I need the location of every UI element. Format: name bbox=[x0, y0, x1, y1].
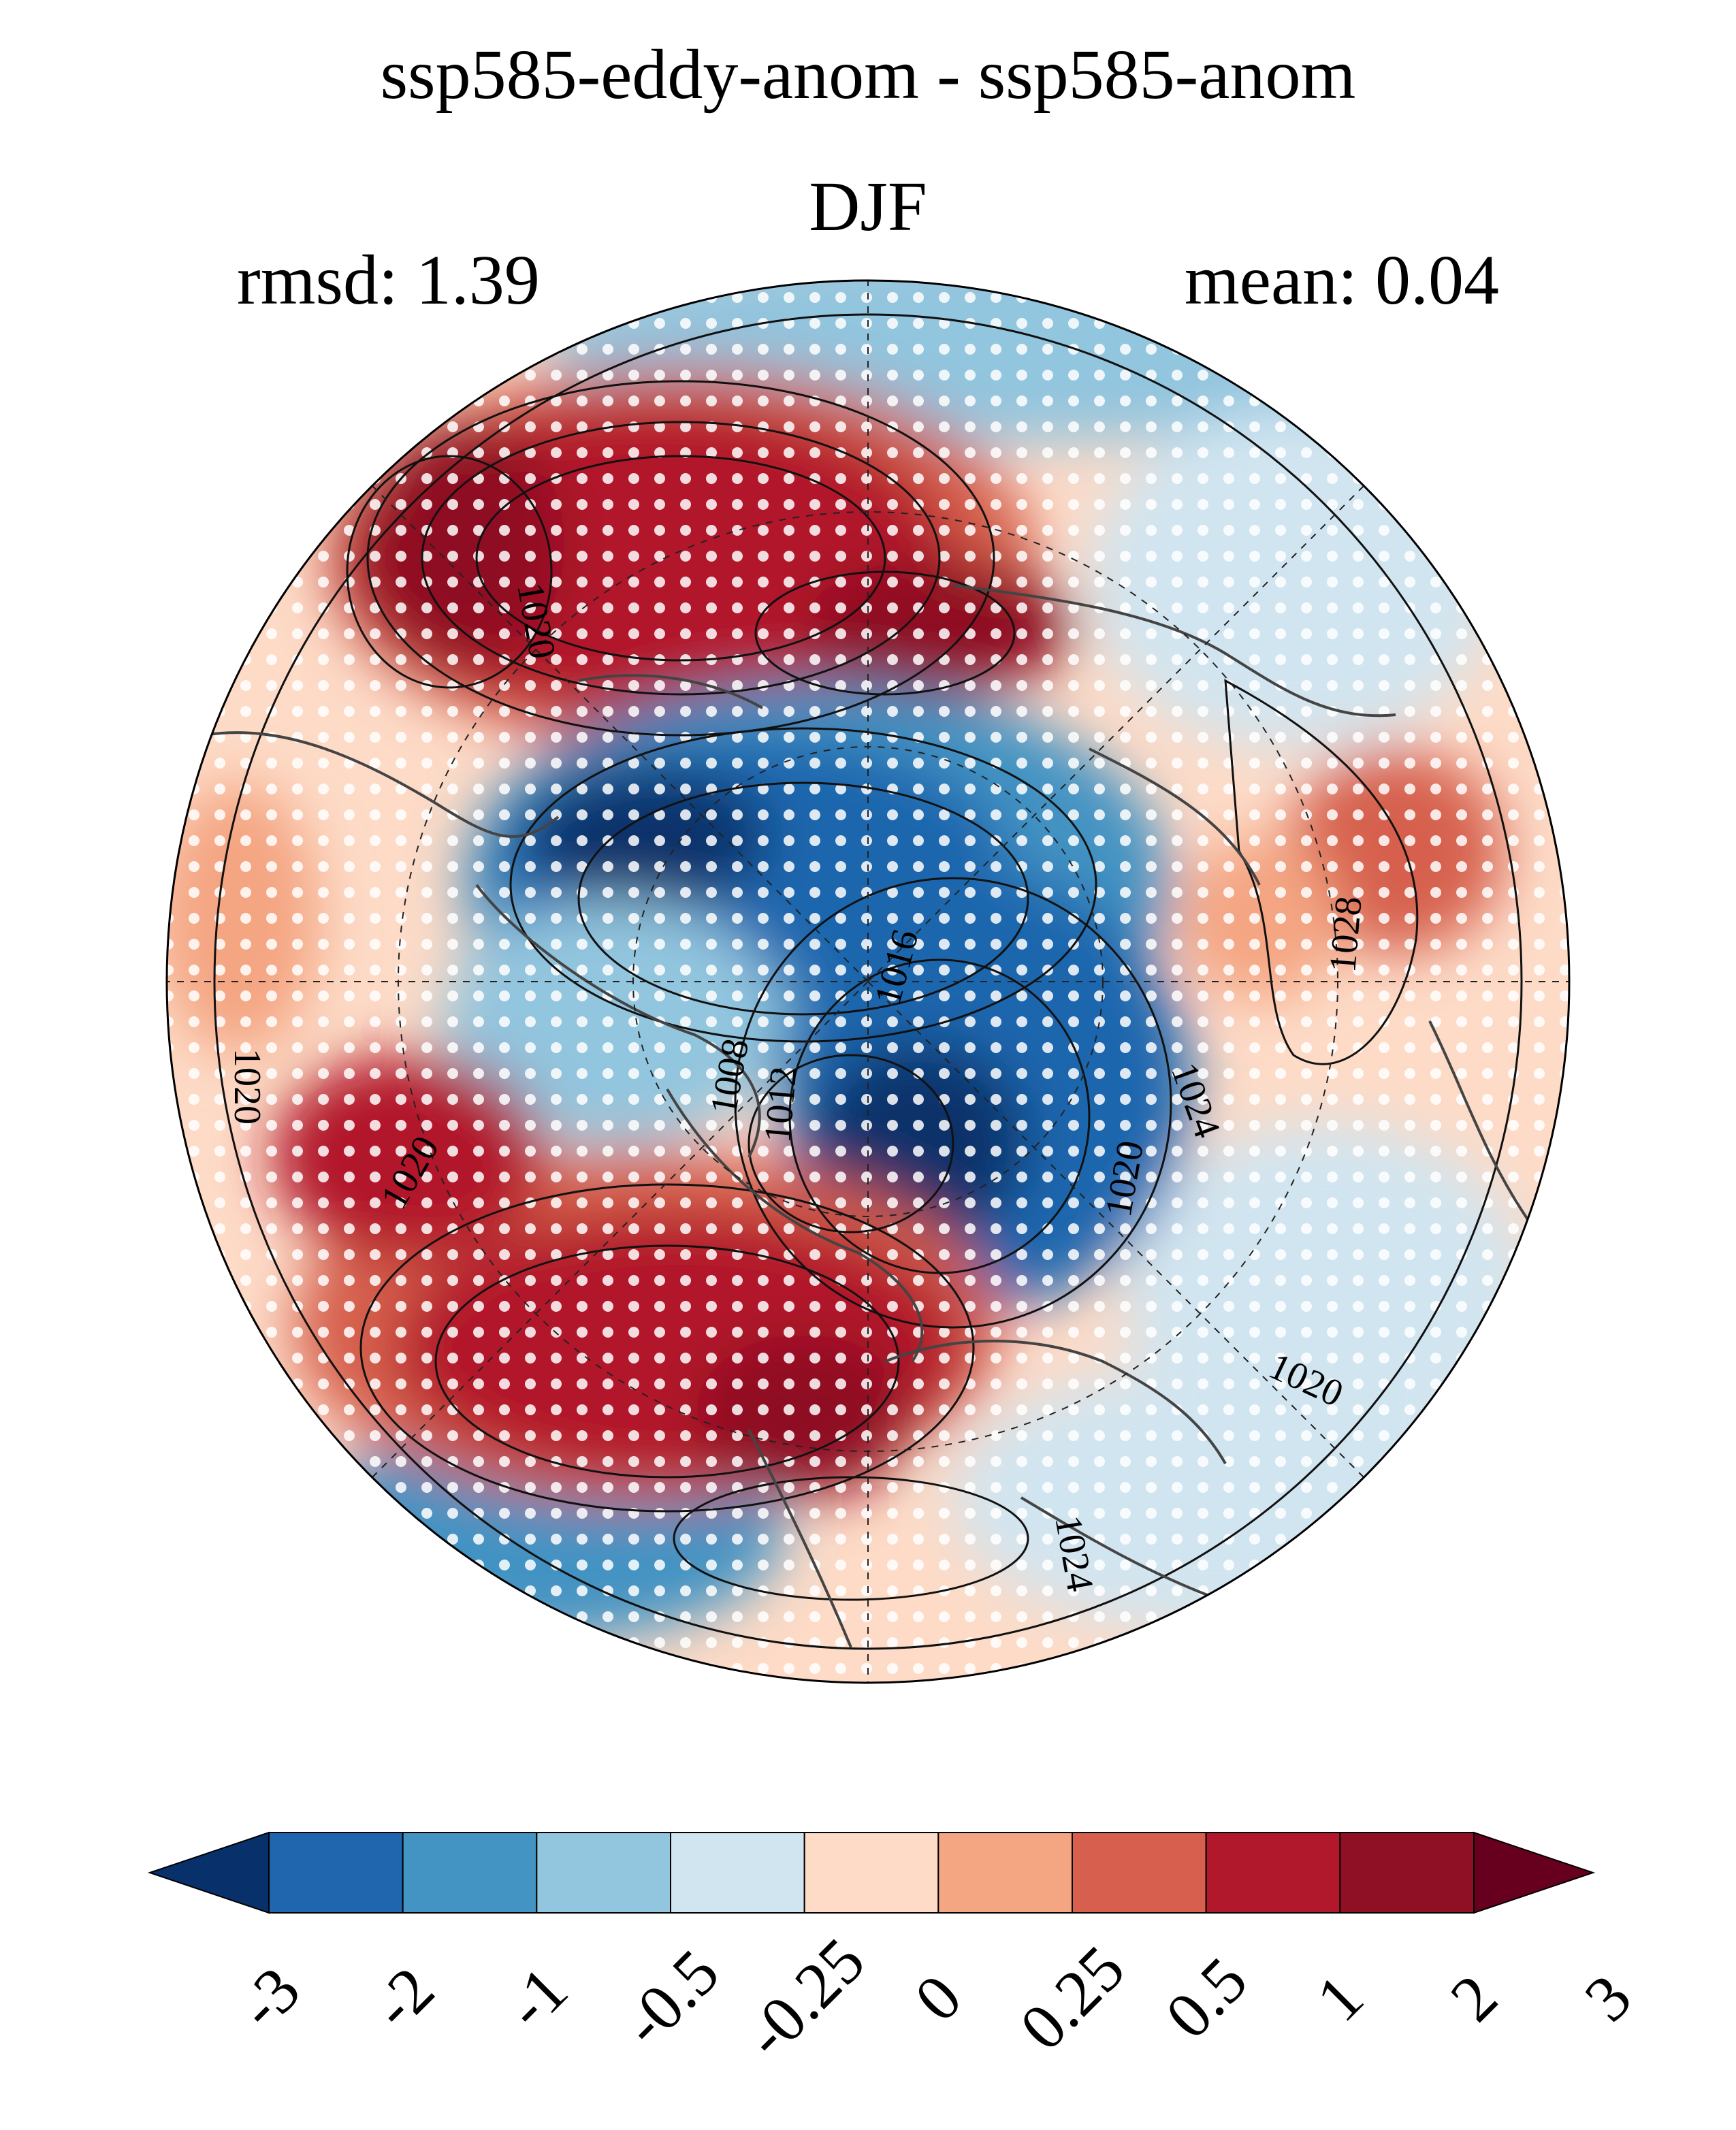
contour-label: 1028 bbox=[1321, 894, 1370, 974]
rmsd-stat: rmsd: 1.39 bbox=[237, 241, 540, 319]
colorbar-box bbox=[1205, 1832, 1341, 1914]
anomaly-field bbox=[167, 280, 1569, 1683]
map-title: ssp585-eddy-anom - ssp585-anom bbox=[380, 35, 1356, 114]
colorbar-extend-max bbox=[1473, 1831, 1596, 1914]
pressure-contours bbox=[213, 313, 1523, 1650]
colorbar-box bbox=[670, 1832, 805, 1914]
colorbar-box bbox=[268, 1832, 404, 1914]
colorbar-box bbox=[937, 1832, 1074, 1914]
contour-label: 1020 bbox=[226, 1048, 268, 1125]
graticule bbox=[167, 280, 1569, 1683]
mean-stat: mean: 0.04 bbox=[1184, 241, 1499, 319]
colorbar-box bbox=[1339, 1832, 1475, 1914]
colorbar-boxes bbox=[147, 1831, 1596, 1914]
colorbar-box bbox=[536, 1832, 671, 1914]
season-label: DJF bbox=[809, 167, 927, 246]
colorbar-extend-min bbox=[147, 1831, 270, 1914]
colorbar-box bbox=[1072, 1832, 1207, 1914]
polar-map: 1020 1020 1016 1008 1012 1020 1024 1020 … bbox=[165, 279, 1571, 1684]
map-boundary bbox=[165, 279, 1571, 1684]
colorbar-box bbox=[803, 1832, 939, 1914]
contour-label: 1012 bbox=[756, 1065, 805, 1144]
colorbar-box bbox=[402, 1832, 538, 1914]
